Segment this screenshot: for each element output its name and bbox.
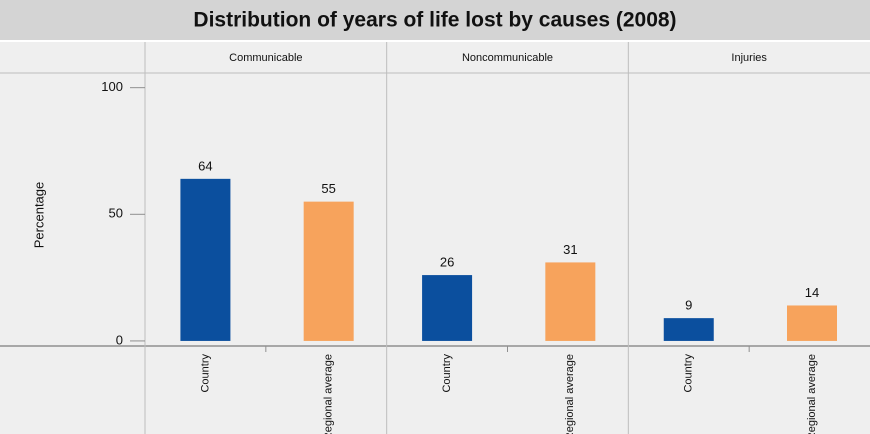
bar	[663, 318, 714, 341]
bar	[545, 262, 596, 341]
bar	[180, 178, 231, 341]
x-tick-label: Country	[199, 354, 211, 393]
title-bar	[0, 0, 870, 40]
value-label: 9	[685, 298, 692, 313]
x-tick-label: Regional average	[323, 354, 335, 434]
bar	[422, 275, 473, 341]
chart-title: Distribution of years of life lost by ca…	[193, 9, 676, 32]
facet-label: Communicable	[229, 52, 302, 64]
value-label: 55	[321, 181, 335, 196]
y-tick-label: 50	[109, 206, 123, 221]
value-label: 31	[563, 242, 577, 257]
bar	[303, 201, 354, 341]
value-label: 64	[198, 158, 212, 173]
y-tick-label: 100	[101, 79, 123, 94]
facet-label: Noncommunicable	[462, 52, 553, 64]
x-tick-label: Country	[441, 354, 453, 393]
facet-label: Injuries	[731, 52, 767, 64]
x-tick-label: Country	[683, 354, 695, 393]
value-label: 26	[440, 255, 454, 270]
plot-background	[0, 42, 870, 434]
x-tick-label: Regional average	[564, 354, 576, 434]
value-label: 14	[805, 285, 819, 300]
bar	[787, 305, 837, 341]
x-tick-label: Regional average	[806, 354, 818, 434]
y-tick-label: 0	[116, 332, 123, 347]
y-axis-label: Percentage	[31, 182, 46, 249]
